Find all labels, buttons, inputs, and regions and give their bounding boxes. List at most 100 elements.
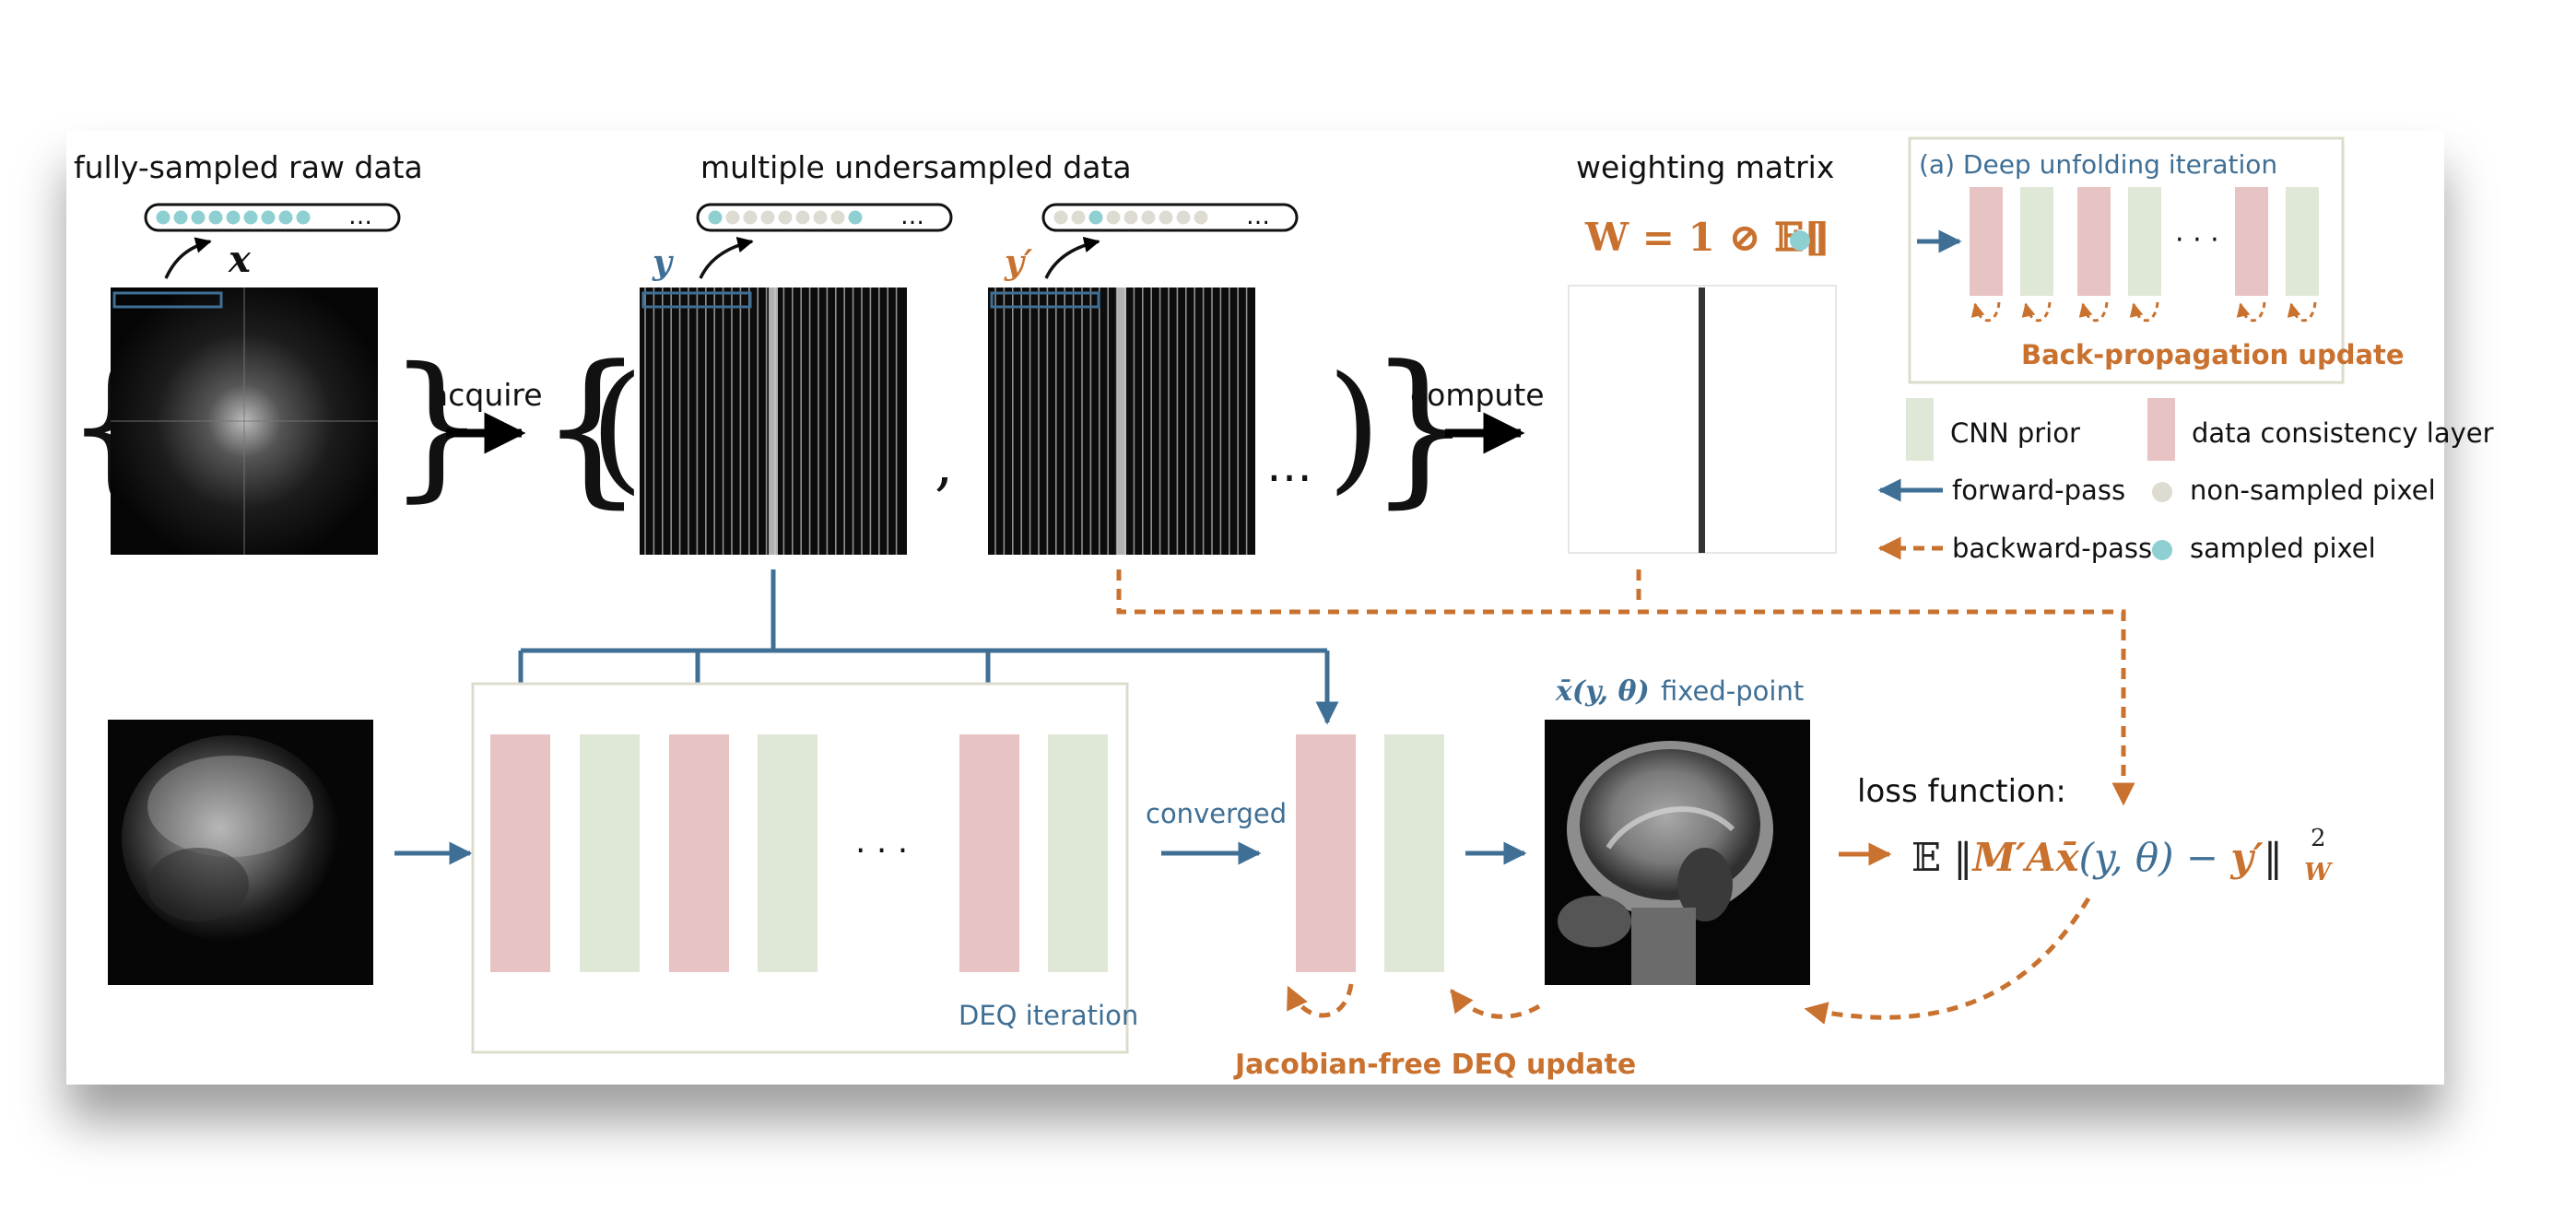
sampled-pixel-dot	[261, 210, 276, 225]
loss-backward-arrow	[1804, 897, 2091, 1025]
comma: ,	[935, 430, 953, 499]
fully-sampled-label: fully-sampled raw data	[74, 149, 423, 185]
block-backward-arrow	[1286, 983, 1354, 1018]
tuple-close-paren: )	[1327, 347, 1382, 508]
final-dc-block	[1296, 734, 1356, 972]
non-sampled-pixel-dot	[725, 210, 740, 225]
fixed-point-symbol: x̄(y, θ)	[1555, 675, 1650, 708]
mask-ellipsis: …	[348, 203, 372, 230]
backprop-label: Back-propagation update	[2021, 339, 2405, 370]
inset-backprop-arrow	[2287, 301, 2317, 323]
inset-backprop-arrow	[1970, 301, 2001, 323]
legend-forward-pass: forward-pass	[1952, 475, 2125, 506]
acquire-label: acquire	[429, 377, 543, 413]
non-sampled-pixel-dot	[813, 210, 828, 225]
sampled-pixel-dot	[296, 210, 311, 225]
non-sampled-pixel-dot	[795, 210, 810, 225]
sampled-pixel-dot	[156, 210, 171, 225]
sampled-pixel-dot	[208, 210, 223, 225]
legend-cnn-prior: CNN prior	[1950, 417, 2080, 449]
inset-cnn-block	[2020, 187, 2053, 296]
reconstructed-mri-image	[1545, 720, 1810, 985]
non-sampled-pixel-dot	[1159, 210, 1173, 225]
fixed-point-label: fixed-point	[1661, 675, 1804, 707]
non-sampled-pixel-dot	[1194, 210, 1208, 225]
loss-sup: 2	[2311, 825, 2326, 852]
sampled-pixel-dot	[708, 210, 723, 225]
non-sampled-pixel-dot	[778, 210, 793, 225]
non-sampled-pixel-dot	[1176, 210, 1191, 225]
kspace-center-line	[1117, 287, 1126, 555]
legend-non-sampled-dot	[2152, 482, 2172, 502]
inset-backprop-arrow	[2021, 301, 2052, 323]
broadcast-lines	[521, 569, 1327, 653]
mask-y: …	[696, 203, 953, 232]
arrow-to-mask-x	[164, 237, 212, 279]
yprime-symbol: y′	[1004, 243, 1033, 282]
kspace-yprime	[988, 287, 1255, 555]
non-sampled-pixel-dot	[1071, 210, 1086, 225]
deq-cnn-block	[758, 734, 817, 972]
mask-ellipsis: …	[1246, 203, 1270, 230]
zero-filled-input-image	[108, 720, 373, 985]
legend-sampled-dot	[2152, 540, 2172, 560]
inset-backprop-arrow	[2078, 301, 2109, 323]
arrow-to-mask-y	[699, 237, 754, 279]
legend-cnn-swatch	[1906, 398, 1934, 461]
inset-cnn-block	[2286, 187, 2319, 296]
weight-formula-close: ]	[1812, 215, 1830, 260]
inset-title: (a) Deep unfolding iteration	[1919, 149, 2277, 180]
kspace-center-line	[769, 287, 778, 555]
deq-cnn-block	[580, 734, 640, 972]
kspace-y	[640, 287, 907, 555]
kspace-fully-sampled	[111, 287, 378, 555]
mask-yprime: …	[1041, 203, 1299, 232]
mri-backward-arrow	[1450, 989, 1541, 1019]
sampled-pixel-dot	[1088, 210, 1103, 225]
inset-cnn-block	[2128, 187, 2161, 296]
loss-formula: 𝔼 ‖M′Ax̄(y, θ) − y′‖	[1911, 835, 2283, 880]
inset-dc-block	[1970, 187, 2003, 296]
mask-x: …	[144, 203, 401, 232]
tuple-open-paren: (	[590, 347, 644, 508]
legend-sampled: sampled pixel	[2190, 533, 2376, 564]
non-sampled-pixel-dot	[743, 210, 758, 225]
set-close-brace: }	[1368, 331, 1474, 523]
non-sampled-pixel-dot	[830, 210, 845, 225]
weighting-matrix-image	[1568, 285, 1837, 554]
sampled-pixel-dot	[848, 210, 863, 225]
final-cnn-block	[1384, 734, 1444, 972]
sampled-pixel-dot	[191, 210, 206, 225]
inset-dc-block	[2077, 187, 2111, 296]
legend-data-consistency: data consistency layer	[2192, 417, 2494, 449]
non-sampled-pixel-dot	[760, 210, 775, 225]
loss-label: loss function:	[1857, 773, 2066, 810]
inset-dc-block	[2235, 187, 2268, 296]
legend: CNN prior data consistency layer forward…	[1877, 398, 2494, 564]
jacobian-free-label: Jacobian-free DEQ update	[1233, 1049, 1636, 1081]
x-symbol: x	[228, 238, 252, 281]
non-sampled-pixel-dot	[1106, 210, 1121, 225]
yprime-to-loss-dashed	[1116, 569, 2135, 806]
inset-ellipsis: · · ·	[2175, 224, 2219, 256]
sampled-pixel-dot	[173, 210, 188, 225]
tuple-ellipsis: …	[1266, 439, 1312, 492]
deq-dc-block	[959, 734, 1019, 972]
inset-deep-unfolding: (a) Deep unfolding iteration · · · Back-…	[1908, 136, 2405, 384]
sampled-dot-in-formula	[1790, 230, 1810, 251]
non-sampled-pixel-dot	[1141, 210, 1156, 225]
non-sampled-pixel-dot	[1123, 210, 1138, 225]
inset-backprop-arrow	[2236, 301, 2266, 323]
loss-sub: W	[2304, 859, 2334, 886]
arrow-to-mask-yprime	[1044, 236, 1100, 279]
deq-dc-block	[669, 734, 729, 972]
inset-backprop-arrow	[2129, 301, 2159, 323]
deq-cnn-block	[1048, 734, 1108, 972]
undersampled-label: multiple undersampled data	[700, 149, 1132, 185]
weight-formula: W = 1 ⊘ 𝔼[	[1584, 215, 1822, 260]
non-sampled-pixel-dot	[1053, 210, 1068, 225]
deq-iteration-label: DEQ iteration	[959, 1000, 1138, 1031]
y-symbol: y	[652, 243, 674, 282]
legend-backward-pass: backward-pass	[1952, 533, 2152, 564]
